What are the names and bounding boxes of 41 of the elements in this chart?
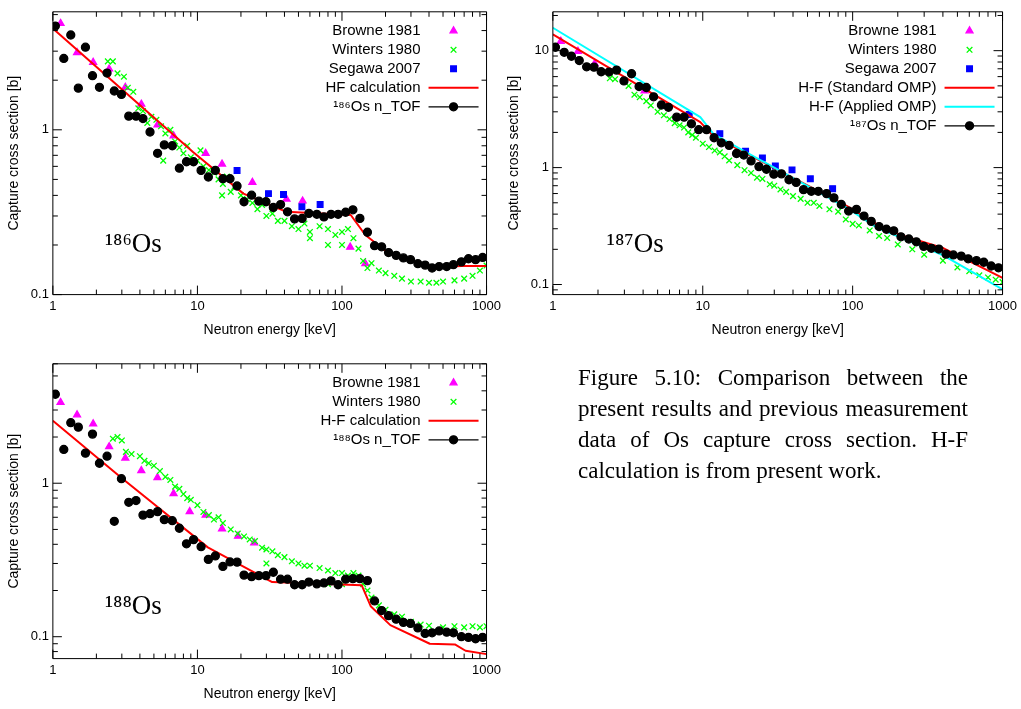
legend-label: Browne 1981 bbox=[848, 20, 937, 38]
x-tick-label: 1000 bbox=[472, 297, 501, 313]
x-tick-label: 100 bbox=[841, 297, 864, 313]
x-tick-label: 10 bbox=[695, 297, 710, 313]
legend-label: Segawa 2007 bbox=[328, 58, 421, 76]
x-tick-label: 10 bbox=[190, 297, 205, 313]
legend-label: HF calculation bbox=[325, 77, 421, 95]
legend-label: ¹⁸⁸Os n_TOF bbox=[333, 429, 421, 447]
annotation: ¹⁸⁶Os bbox=[104, 228, 162, 259]
y-tick-label: 1 bbox=[541, 159, 549, 175]
y-axis-title: Capture cross section [b] bbox=[5, 433, 22, 589]
y-tick-label: 1 bbox=[41, 121, 49, 137]
x-axis-title: Neutron energy [keV] bbox=[711, 321, 844, 338]
x-tick-label: 1000 bbox=[472, 661, 501, 677]
legend-label: Winters 1980 bbox=[848, 39, 937, 57]
y-tick-label: 10 bbox=[534, 42, 549, 58]
x-tick-label: 10 bbox=[190, 661, 205, 677]
x-tick-label: 100 bbox=[331, 661, 353, 677]
x-tick-label: 1000 bbox=[988, 297, 1017, 313]
y-tick-label: 0.1 bbox=[530, 276, 549, 292]
annotation: ¹⁸⁷Os bbox=[606, 228, 664, 259]
legend-label: Winters 1980 bbox=[332, 39, 421, 57]
y-tick-label: 0.1 bbox=[30, 628, 49, 644]
x-tick-label: 100 bbox=[331, 297, 353, 313]
caption: Figure 5.10: Comparison between the present results and previous measurement data of Os capture cross section. H-F calculation is from present work. bbox=[578, 364, 968, 485]
legend-label: H-F (Standard OMP) bbox=[798, 77, 937, 95]
y-axis-title: Capture cross section [b] bbox=[5, 75, 22, 231]
legend-label: Winters 1980 bbox=[332, 391, 421, 409]
y-tick-label: 1 bbox=[41, 474, 49, 490]
legend-label: H-F (Applied OMP) bbox=[809, 96, 937, 114]
y-tick-label: 0.1 bbox=[30, 286, 49, 302]
legend-label: ¹⁸⁷Os n_TOF bbox=[850, 115, 937, 133]
legend-label: Segawa 2007 bbox=[844, 58, 937, 76]
x-axis-title: Neutron energy [keV] bbox=[203, 321, 336, 338]
annotation: ¹⁸⁸Os bbox=[104, 590, 162, 621]
y-axis-title: Capture cross section [b] bbox=[505, 75, 522, 231]
legend-label: H-F calculation bbox=[320, 410, 421, 428]
legend-label: Browne 1981 bbox=[332, 372, 421, 390]
legend-label: ¹⁸⁶Os n_TOF bbox=[333, 96, 421, 114]
x-axis-title: Neutron energy [keV] bbox=[203, 685, 336, 702]
legend-label: Browne 1981 bbox=[332, 20, 421, 38]
